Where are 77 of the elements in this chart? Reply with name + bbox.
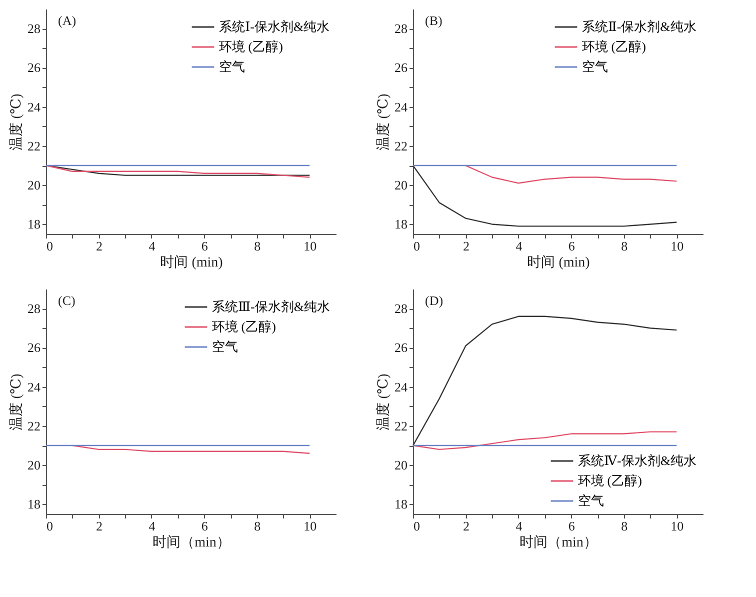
line-series: [412, 431, 678, 450]
x-tick-label: 8: [621, 238, 628, 254]
y-tick-label: 18: [394, 216, 408, 232]
legend-label: 空气: [212, 339, 238, 354]
x-tick-label: 10: [304, 238, 317, 254]
annotation: (B): [425, 13, 442, 28]
y-tick-label: 26: [28, 340, 41, 356]
y-axis-title: 温度 (℃): [8, 373, 24, 430]
y-tick-label: 22: [28, 138, 40, 154]
x-tick-label: 10: [670, 518, 684, 534]
x-tick-label: 4: [148, 518, 156, 534]
line-series: [412, 316, 678, 446]
y-tick-label: 22: [394, 418, 408, 434]
x-tick-label: 8: [254, 238, 261, 254]
y-tick-label: 20: [28, 458, 40, 473]
y-tick-label: 28: [28, 21, 40, 36]
annotation: (C): [58, 293, 76, 308]
x-tick-label: 0: [46, 238, 53, 254]
x-tick-label: 0: [46, 518, 53, 534]
y-tick-label: 24: [394, 99, 408, 114]
line-series: [72, 444, 310, 454]
y-tick-label: 28: [394, 301, 408, 316]
legend-label: 系统Ⅲ-保水剂&纯水: [212, 299, 330, 314]
x-tick-label: 4: [148, 238, 156, 254]
y-tick-label: 20: [28, 178, 40, 193]
y-axis-title: 温度 (℃): [376, 93, 392, 150]
x-tick-label: 6: [568, 518, 576, 534]
legend-label: 系统Ⅰ-保水剂&纯水: [219, 19, 330, 34]
y-tick-label: 22: [394, 138, 408, 154]
annotation: (D): [425, 293, 444, 308]
y-tick-label: 24: [394, 379, 408, 394]
x-tick-label: 6: [201, 238, 208, 254]
legend-label: 空气: [219, 59, 245, 74]
y-tick-label: 20: [394, 178, 408, 193]
y-axis-title: 温度 (℃): [376, 373, 392, 430]
x-tick-label: 0: [414, 238, 420, 254]
x-tick-label: 4: [516, 238, 523, 254]
legend-label: 系统Ⅱ-保水剂&纯水: [582, 19, 696, 34]
y-tick-label: 28: [28, 301, 40, 316]
line-series: [412, 164, 678, 227]
line-series: [465, 164, 678, 184]
x-tick-label: 4: [516, 518, 523, 534]
y-tick-label: 24: [28, 99, 41, 114]
y-axis-title: 温度 (℃): [8, 93, 24, 150]
legend-label: 空气: [582, 59, 608, 74]
legend-label: 环境 (乙醇): [219, 39, 283, 54]
x-tick-label: 6: [568, 238, 576, 254]
annotation: (A): [58, 13, 76, 28]
legend-label: 空气: [578, 493, 604, 508]
x-tick-label: 8: [621, 518, 628, 534]
x-tick-label: 10: [670, 238, 684, 254]
x-tick-label: 10: [304, 518, 317, 534]
y-tick-label: 18: [28, 496, 40, 512]
y-tick-label: 26: [28, 60, 41, 76]
legend-label: 环境 (乙醇): [212, 319, 276, 334]
y-tick-label: 18: [28, 216, 40, 232]
y-tick-label: 26: [394, 340, 408, 356]
x-axis-title: 时间 (min): [160, 254, 224, 270]
x-tick-label: 8: [254, 518, 261, 534]
x-tick-label: 2: [462, 518, 470, 534]
x-tick-label: 6: [201, 518, 208, 534]
x-axis-title: 时间 (min): [527, 254, 590, 270]
x-axis-title: 时间（min）: [152, 534, 230, 550]
legend-label: 系统Ⅳ-保水剂&纯水: [578, 453, 696, 468]
x-tick-label: 2: [96, 518, 102, 534]
x-tick-label: 2: [96, 238, 102, 254]
legend-label: 环境 (乙醇): [582, 39, 646, 54]
y-tick-label: 28: [394, 21, 408, 36]
y-tick-label: 24: [28, 379, 41, 394]
y-tick-label: 20: [394, 458, 408, 473]
x-tick-label: 2: [462, 238, 470, 254]
legend-label: 环境 (乙醇): [578, 473, 642, 488]
x-axis-title: 时间（min）: [520, 534, 598, 550]
y-tick-label: 18: [394, 496, 408, 512]
y-tick-label: 26: [394, 60, 408, 76]
y-tick-label: 22: [28, 418, 40, 434]
x-tick-label: 0: [414, 518, 420, 534]
